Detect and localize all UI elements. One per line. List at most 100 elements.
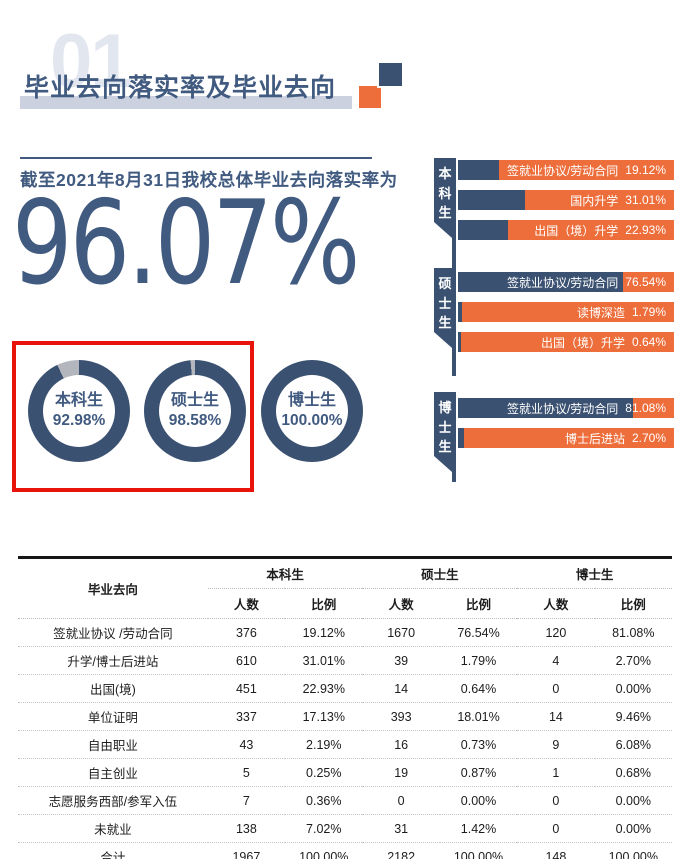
group-tab-3: 博士生 xyxy=(434,392,456,482)
donut-hole: 博士生 100.00% xyxy=(276,375,348,447)
bar-label: 出国（境）升学 xyxy=(540,335,625,350)
table-subheader-ratio: 比例 xyxy=(285,588,363,619)
table-cell: 0.87% xyxy=(439,758,518,787)
table-cell: 7 xyxy=(207,786,286,815)
bars: 签就业协议/劳动合同 81.08% 博士后进站 2.70% xyxy=(458,398,674,458)
table-cell: 451 xyxy=(207,674,286,703)
bar-label: 签就业协议/劳动合同 xyxy=(506,163,619,178)
table-subheader-count: 人数 xyxy=(362,588,440,619)
table-cell: 0 xyxy=(517,674,595,703)
overall-rate-value: 96.07% xyxy=(12,176,360,311)
table-row: 志愿服务西部/参军入伍 7 0.36% 0 0.00% 0 0.00% xyxy=(18,786,672,815)
bar-row: 国内升学 31.01% xyxy=(458,190,674,210)
bar-value: 76.54% xyxy=(625,275,666,289)
group-tab-label: 硕士生 xyxy=(438,276,452,330)
table-cell: 100.00% xyxy=(439,842,518,859)
bar-row: 签就业协议/劳动合同 81.08% xyxy=(458,398,674,418)
orange-square-icon xyxy=(359,86,381,108)
table-subheader-count: 人数 xyxy=(517,588,595,619)
table-cell: 17.13% xyxy=(285,702,363,731)
bar-label: 国内升学 xyxy=(570,193,619,208)
table-cell: 81.08% xyxy=(594,618,672,647)
donut-chart-3: 博士生 100.00% xyxy=(261,360,363,462)
destination-table-section: 毕业去向 本科生 硕士生 博士生 人数 比例 人数 比例 人数 比例 签就业协议… xyxy=(18,556,672,859)
bar-fill xyxy=(458,428,464,448)
table-subheader-ratio: 比例 xyxy=(594,588,672,619)
table-cell: 0.64% xyxy=(439,674,518,703)
bar-fill xyxy=(458,302,462,322)
divider-line xyxy=(20,157,372,159)
bar-value: 0.64% xyxy=(631,335,666,349)
table-cell: 2182 xyxy=(362,842,440,859)
table-row: 签就业协议 /劳动合同 376 19.12% 1670 76.54% 120 81.08% xyxy=(18,618,672,647)
section-number: 01 xyxy=(50,19,133,104)
bar-value: 19.12% xyxy=(625,163,666,177)
table-cell: 1 xyxy=(517,758,595,787)
table-cell: 376 xyxy=(207,618,286,647)
destination-table: 毕业去向 本科生 硕士生 博士生 人数 比例 人数 比例 人数 比例 签就业协议… xyxy=(18,556,672,859)
group-tab-label: 本科生 xyxy=(438,166,452,220)
donut-label: 硕士生 xyxy=(170,392,219,410)
bar-row: 签就业协议/劳动合同 19.12% xyxy=(458,160,674,180)
table-cell: 0 xyxy=(517,814,595,843)
table-cell: 0.36% xyxy=(285,786,363,815)
bar-value: 1.79% xyxy=(631,305,666,319)
row-label: 升学/博士后进站 xyxy=(18,646,208,675)
table-cell: 76.54% xyxy=(439,618,518,647)
donut-value: 98.58% xyxy=(168,412,222,430)
table-row: 自由职业 43 2.19% 16 0.73% 9 6.08% xyxy=(18,730,672,759)
table-subheader-count: 人数 xyxy=(207,588,286,619)
table-cell: 2.19% xyxy=(285,730,363,759)
table-cell: 22.93% xyxy=(285,674,363,703)
bar-label: 博士后进站 xyxy=(564,431,625,446)
table-cell: 610 xyxy=(207,646,286,675)
bar-row: 出国（境）升学 0.64% xyxy=(458,332,674,352)
donut-label: 本科生 xyxy=(54,392,103,410)
table-cell: 0.73% xyxy=(439,730,518,759)
bar-fill xyxy=(458,190,525,210)
bars: 签就业协议/劳动合同 76.54% 读博深造 1.79% 出国（境）升学 0.64% xyxy=(458,272,674,362)
table-cell: 31.01% xyxy=(285,646,363,675)
group-tab-2: 硕士生 xyxy=(434,268,456,376)
table-cell: 148 xyxy=(517,842,595,859)
bar-text: 国内升学 31.01% xyxy=(570,190,666,210)
bar-label: 读博深造 xyxy=(576,305,625,320)
table-cell: 5 xyxy=(207,758,286,787)
bar-fill xyxy=(458,272,623,292)
table-cell: 0.00% xyxy=(594,814,672,843)
title-underline xyxy=(20,96,352,109)
bar-chart-panel: 本科生签就业协议/劳动合同 19.12% 国内升学 31.01% 出国（境）升学 22.9… xyxy=(434,0,674,520)
table-cell: 337 xyxy=(207,702,286,731)
table-cell: 0.25% xyxy=(285,758,363,787)
bar-text: 签就业协议/劳动合同 76.54% xyxy=(507,272,666,292)
table-row: 单位证明 337 17.13% 393 18.01% 14 9.46% xyxy=(18,702,672,731)
table-cell: 4 xyxy=(517,646,595,675)
row-label: 单位证明 xyxy=(18,702,208,731)
table-corner-header: 毕业去向 xyxy=(18,557,208,619)
table-cell: 0.00% xyxy=(439,786,518,815)
table-cell: 100.00% xyxy=(594,842,672,859)
table-cell: 0 xyxy=(362,786,440,815)
table-row: 自主创业 5 0.25% 19 0.87% 1 0.68% xyxy=(18,758,672,787)
table-cell: 120 xyxy=(517,618,595,647)
bar-text: 读博深造 1.79% xyxy=(577,302,666,322)
bar-fill xyxy=(458,332,461,352)
page-title: 毕业去向落实率及毕业去向 xyxy=(24,74,337,102)
bar-label: 出国（境）升学 xyxy=(534,223,619,238)
table-cell: 393 xyxy=(362,702,440,731)
bar-fill xyxy=(458,220,508,240)
table-row: 合计 1967 100.00% 2182 100.00% 148 100.00% xyxy=(18,842,672,859)
table-cell: 14 xyxy=(517,702,595,731)
bar-label: 签就业协议/劳动合同 xyxy=(506,275,619,290)
table-cell: 7.02% xyxy=(285,814,363,843)
bar-row: 读博深造 1.79% xyxy=(458,302,674,322)
bar-label: 签就业协议/劳动合同 xyxy=(506,401,619,416)
bar-row: 博士后进站 2.70% xyxy=(458,428,674,448)
table-cell: 6.08% xyxy=(594,730,672,759)
table-cell: 1.79% xyxy=(439,646,518,675)
bar-value: 22.93% xyxy=(625,223,666,237)
table-group-header-master: 硕士生 xyxy=(362,557,518,589)
bar-text: 签就业协议/劳动合同 81.08% xyxy=(507,398,666,418)
donut-value: 100.00% xyxy=(281,412,343,430)
